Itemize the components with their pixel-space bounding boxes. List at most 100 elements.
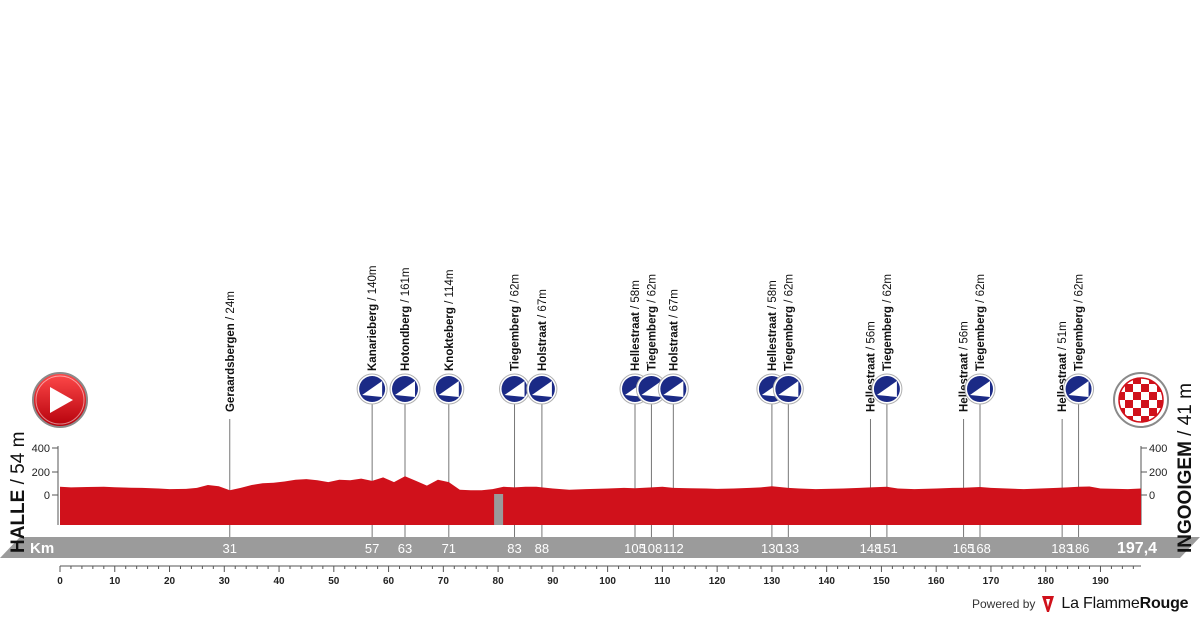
climbs-layer: Geraardsbergen / 24m Kanarieberg / 140m Ho… — [225, 266, 1095, 537]
elevation-axis-right: 400 200 0 — [1140, 443, 1167, 525]
climb-label: Knokteberg / 114m — [444, 270, 456, 371]
climb-label: Tiegemberg / 62m — [646, 274, 658, 371]
climb-km-label: 112 — [663, 541, 684, 556]
x-tick-label: 10 — [109, 576, 121, 587]
elev-tick-left-0: 0 — [44, 490, 50, 502]
climb-label: Holstraat / 67m — [537, 289, 549, 371]
climb-height: / 62m — [783, 274, 795, 306]
climb-km-label: 88 — [535, 541, 549, 556]
x-tick-label: 30 — [219, 576, 231, 587]
x-tick-label: 50 — [328, 576, 340, 587]
climb-name: Hellestraat — [630, 312, 642, 371]
elev-tick-left-400: 400 — [32, 443, 50, 455]
elev-tick-right-0: 0 — [1149, 490, 1155, 502]
x-tick-label: 170 — [983, 576, 1000, 587]
climb-km-label: 133 — [777, 541, 799, 556]
x-tick-label: 40 — [273, 576, 285, 587]
climb-name: Hellestraat — [767, 312, 779, 371]
elev-tick-right-200: 200 — [1149, 467, 1167, 479]
climb-km-label: 63 — [398, 541, 412, 556]
climb-height: / 24m — [225, 291, 237, 323]
climb-icon — [389, 373, 421, 405]
climb-name: Kanarieberg — [367, 304, 379, 371]
elev-tick-right-400: 400 — [1149, 443, 1167, 455]
finish-title: INGOOIGEM / 41 m — [1175, 383, 1197, 553]
climb-slope-icon — [778, 381, 799, 397]
climb-name: Hotondberg — [400, 306, 412, 371]
climb-slope-icon — [1068, 381, 1089, 397]
climb-icon — [1063, 373, 1095, 405]
climb-km-label: 165 — [953, 541, 975, 556]
climb-icon — [356, 373, 388, 405]
x-tick-label: 150 — [873, 576, 890, 587]
climb-slope-icon — [395, 381, 415, 397]
climb-km-label: 83 — [507, 541, 521, 556]
x-tick-label: 130 — [764, 576, 781, 587]
climb-km-label: 151 — [876, 541, 898, 556]
brand-name: La FlammeRouge — [1061, 595, 1188, 613]
climb-slope-icon — [362, 381, 383, 397]
elevation-axis-left: 400 200 0 — [32, 443, 59, 525]
climb-name: Tiegemberg — [646, 306, 658, 371]
climb-icon — [964, 373, 996, 405]
x-tick-label: 100 — [599, 576, 616, 587]
climb-slope-icon — [876, 381, 897, 397]
brand-light: La Flamme — [1061, 595, 1140, 612]
climb-label: Tiegemberg / 62m — [783, 274, 795, 371]
climb-icon — [772, 373, 804, 405]
climb-height: / 56m — [959, 321, 971, 353]
climb-height: / 56m — [865, 321, 877, 353]
start-badge — [32, 372, 88, 428]
climb-label: Hellestraat / 51m — [1057, 321, 1069, 412]
elevation-profile — [60, 476, 1141, 525]
x-tick-label: 110 — [654, 576, 671, 587]
climb-name: Knokteberg — [444, 307, 456, 371]
powered-by: Powered by La FlammeRouge — [972, 594, 1189, 614]
start-title: HALLE / 54 m — [8, 432, 30, 553]
climb-height: / 140m — [367, 266, 379, 304]
climb-icon — [635, 373, 667, 405]
finish-badge — [1113, 372, 1169, 428]
climb-icon — [871, 373, 903, 405]
climb-km-label: 31 — [223, 541, 237, 556]
climb-name: Tiegemberg — [1074, 306, 1086, 371]
climb-height: / 62m — [882, 274, 894, 306]
climb-km-label: 168 — [969, 541, 991, 556]
x-tick-label: 0 — [57, 576, 63, 587]
climb-height: / 62m — [1074, 274, 1086, 306]
climb-label: Hellestraat / 58m — [767, 280, 779, 371]
x-tick-label: 190 — [1092, 576, 1109, 587]
climb-km-label: 130 — [761, 541, 783, 556]
climb-name: Tiegemberg — [783, 306, 795, 371]
climb-height: / 62m — [510, 274, 522, 306]
climb-label: Hellestraat / 58m — [630, 280, 642, 371]
distance-axis: 0 10 20 30 40 50 60 70 80 90 100 110 120 130 140 150 160… — [57, 565, 1141, 587]
start-name: HALLE — [8, 489, 29, 553]
brand-bold: Rouge — [1139, 595, 1189, 612]
climb-label: Hotondberg / 161m — [400, 267, 412, 371]
x-tick-label: 90 — [547, 576, 559, 587]
finish-name: INGOOIGEM — [1175, 441, 1196, 553]
climb-label: Tiegemberg / 62m — [1074, 274, 1086, 371]
climb-slope-icon — [641, 381, 662, 397]
climb-km-label: 183 — [1051, 541, 1073, 556]
x-tick-label: 70 — [438, 576, 450, 587]
climb-name: Holstraat — [668, 321, 680, 371]
climb-label: Holstraat / 67m — [668, 289, 680, 371]
climb-height: / 51m — [1057, 321, 1069, 353]
x-tick-label: 180 — [1037, 576, 1054, 587]
climb-slope-icon — [504, 381, 525, 397]
climb-icon — [526, 373, 558, 405]
start-arrow-icon — [50, 387, 73, 413]
feed-zone-marker — [494, 494, 504, 525]
climb-height: / 67m — [537, 289, 549, 321]
climb-slope-icon — [531, 381, 552, 397]
powered-by-text: Powered by — [972, 597, 1036, 611]
climb-name: Tiegemberg — [975, 306, 987, 371]
x-tick-label: 60 — [383, 576, 395, 587]
x-tick-label: 80 — [493, 576, 505, 587]
climb-slope-icon — [438, 381, 459, 397]
climb-label: Kanarieberg / 140m — [367, 266, 379, 371]
climb-km-label: 148 — [860, 541, 882, 556]
